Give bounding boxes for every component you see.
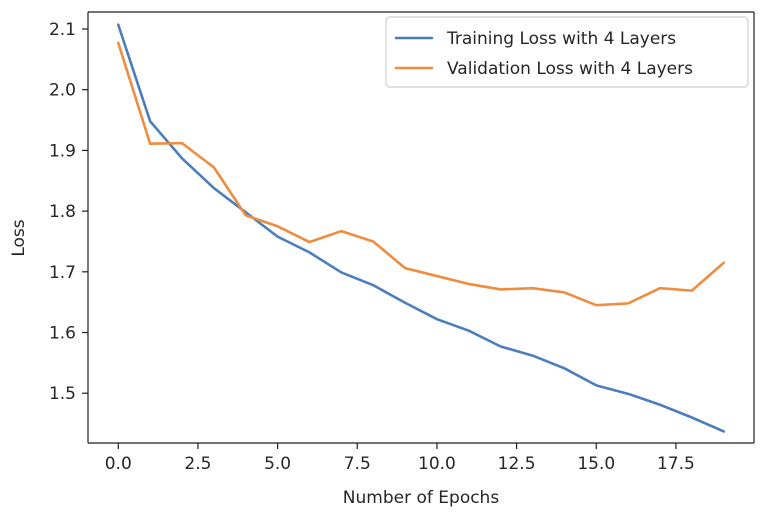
validation-loss-line <box>116 41 726 307</box>
legend-box <box>385 16 749 88</box>
legend: Training Loss with 4 Layers Validation Lo… <box>385 16 749 88</box>
x-tick-label-1: 2.5 <box>184 454 211 474</box>
y-tick-label-6: 2.1 <box>49 20 76 40</box>
y-tick-label-2: 1.7 <box>49 263 76 283</box>
y-tick-label-0: 1.5 <box>49 384 76 404</box>
x-tick-label-4: 10.0 <box>418 454 456 474</box>
x-tick-label-2: 5.0 <box>264 454 291 474</box>
legend-label-training: Training Loss with 4 Layers <box>446 29 676 49</box>
legend-label-validation: Validation Loss with 4 Layers <box>447 59 693 79</box>
x-tick-label-0: 0.0 <box>105 454 132 474</box>
x-tick-label-6: 15.0 <box>577 454 615 474</box>
y-tick-label-3: 1.8 <box>49 202 76 222</box>
x-tick-label-5: 12.5 <box>498 454 536 474</box>
x-tick-label-3: 7.5 <box>344 454 371 474</box>
y-axis-title: Loss <box>9 219 29 256</box>
training-loss-line <box>116 23 726 433</box>
y-tick-label-4: 1.9 <box>49 141 76 161</box>
y-tick-label-5: 2.0 <box>49 81 76 101</box>
axes-layer: 0.0 2.5 5.0 7.5 10.0 12.5 15.0 17.5 1.5 1.6 1.7 1.8… <box>49 11 755 474</box>
x-axis-title: Number of Epochs <box>343 488 500 508</box>
x-tick-label-7: 17.5 <box>657 454 695 474</box>
y-tick-label-1: 1.6 <box>49 324 76 344</box>
